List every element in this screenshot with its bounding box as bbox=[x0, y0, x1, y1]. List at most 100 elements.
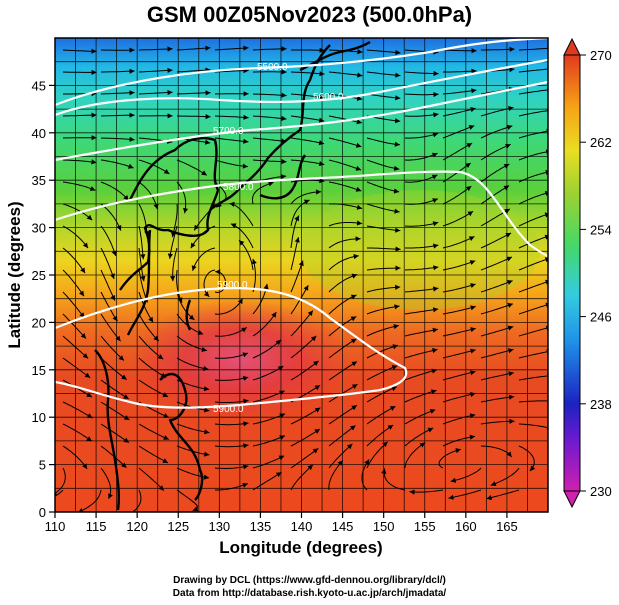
streamline bbox=[138, 48, 173, 51]
streamline bbox=[214, 70, 249, 73]
streamline bbox=[62, 225, 89, 249]
streamline-arrowhead bbox=[275, 472, 282, 478]
streamline-arrowhead bbox=[455, 448, 461, 454]
streamline-arrowhead bbox=[393, 165, 400, 171]
streamline bbox=[62, 357, 91, 379]
streamline bbox=[366, 71, 401, 77]
streamline bbox=[328, 222, 363, 227]
streamline bbox=[62, 49, 97, 52]
streamline bbox=[62, 114, 97, 117]
streamline-arrowhead bbox=[432, 152, 438, 158]
streamline-arrowhead bbox=[204, 139, 211, 145]
streamline-arrowhead bbox=[79, 290, 84, 297]
streamline-arrowhead bbox=[544, 257, 548, 263]
streamline-arrowhead bbox=[215, 269, 221, 275]
streamline-arrowhead bbox=[243, 443, 249, 449]
streamline-arrowhead bbox=[129, 47, 135, 53]
streamline bbox=[290, 464, 314, 491]
streamline-arrowhead bbox=[148, 316, 154, 323]
streamline bbox=[214, 115, 249, 119]
streamline-arrowhead bbox=[430, 389, 437, 395]
streamline bbox=[138, 313, 160, 342]
streamline bbox=[366, 225, 401, 232]
contour-5900 bbox=[55, 287, 408, 409]
streamline bbox=[176, 269, 183, 304]
streamline-arrowhead bbox=[158, 485, 164, 491]
streamline-arrowhead bbox=[318, 161, 325, 167]
streamline-arrowhead bbox=[86, 436, 92, 442]
streamline bbox=[290, 237, 299, 271]
streamline bbox=[62, 159, 97, 164]
streamline-arrowhead bbox=[129, 90, 135, 96]
colorbar-tick-label: 230 bbox=[590, 484, 612, 499]
streamline bbox=[442, 49, 477, 52]
streamline bbox=[328, 443, 353, 469]
streamline-arrowhead bbox=[450, 477, 457, 483]
streamline bbox=[62, 445, 88, 470]
streamline bbox=[328, 338, 357, 359]
streamline bbox=[328, 255, 359, 271]
streamline-arrowhead bbox=[395, 284, 401, 290]
streamline bbox=[442, 414, 476, 425]
y-axis-label: Latitude (degrees) bbox=[5, 201, 24, 348]
streamline-arrowhead bbox=[243, 91, 249, 97]
streamline-arrowhead bbox=[307, 464, 313, 471]
streamline bbox=[366, 93, 401, 99]
streamline bbox=[214, 422, 249, 426]
streamline-arrowhead bbox=[471, 88, 477, 94]
streamline bbox=[100, 269, 116, 301]
streamline bbox=[442, 349, 476, 359]
streamline bbox=[214, 298, 244, 315]
streamline bbox=[480, 372, 514, 381]
streamline-arrowhead bbox=[505, 233, 512, 238]
streamline bbox=[480, 303, 514, 315]
streamline bbox=[442, 371, 476, 381]
x-tick-label: 125 bbox=[167, 519, 189, 534]
streamline-arrowhead bbox=[243, 114, 249, 120]
streamline-arrowhead bbox=[243, 45, 249, 51]
streamline-arrowhead bbox=[470, 392, 476, 397]
streamline bbox=[215, 483, 248, 491]
streamline-arrowhead bbox=[387, 425, 394, 430]
contour-label: 5500.0 bbox=[257, 62, 288, 73]
streamline bbox=[404, 287, 439, 293]
streamline-arrowhead bbox=[356, 119, 362, 125]
streamline-arrowhead bbox=[121, 462, 127, 468]
streamline-arrowhead bbox=[350, 316, 357, 322]
streamline-arrowhead bbox=[509, 46, 515, 52]
streamline bbox=[138, 69, 173, 73]
streamline bbox=[214, 399, 249, 403]
x-tick-label: 110 bbox=[45, 519, 66, 534]
streamline bbox=[252, 413, 286, 425]
y-tick-label: 45 bbox=[32, 78, 46, 93]
coast-indochina bbox=[94, 349, 120, 511]
streamline bbox=[442, 185, 472, 205]
streamline-arrowhead bbox=[432, 221, 439, 227]
streamline-arrowhead bbox=[433, 243, 439, 249]
streamline-arrowhead bbox=[204, 451, 210, 457]
streamline bbox=[366, 181, 400, 193]
streamline bbox=[252, 137, 287, 143]
streamline bbox=[366, 424, 394, 447]
streamline bbox=[442, 392, 476, 403]
streamline bbox=[62, 423, 93, 442]
y-tick-label: 25 bbox=[32, 268, 46, 283]
streamline bbox=[367, 247, 401, 250]
streamline bbox=[214, 159, 248, 168]
streamline-arrowhead bbox=[251, 258, 257, 265]
streamline bbox=[229, 203, 254, 227]
streamline bbox=[100, 467, 112, 500]
streamline bbox=[176, 291, 195, 321]
streamline-arrowhead bbox=[129, 112, 135, 118]
colorbar-scale bbox=[563, 54, 581, 492]
streamline-arrowhead bbox=[242, 352, 248, 358]
x-tick-label: 160 bbox=[455, 519, 477, 534]
contour-5600 bbox=[55, 58, 548, 117]
streamline bbox=[177, 115, 211, 118]
y-tick-label: 30 bbox=[32, 221, 46, 236]
streamline-arrowhead bbox=[167, 113, 173, 119]
streamline-arrowhead bbox=[432, 307, 439, 313]
streamline bbox=[290, 310, 314, 337]
streamline bbox=[383, 468, 406, 491]
streamline-arrowhead bbox=[503, 185, 510, 191]
